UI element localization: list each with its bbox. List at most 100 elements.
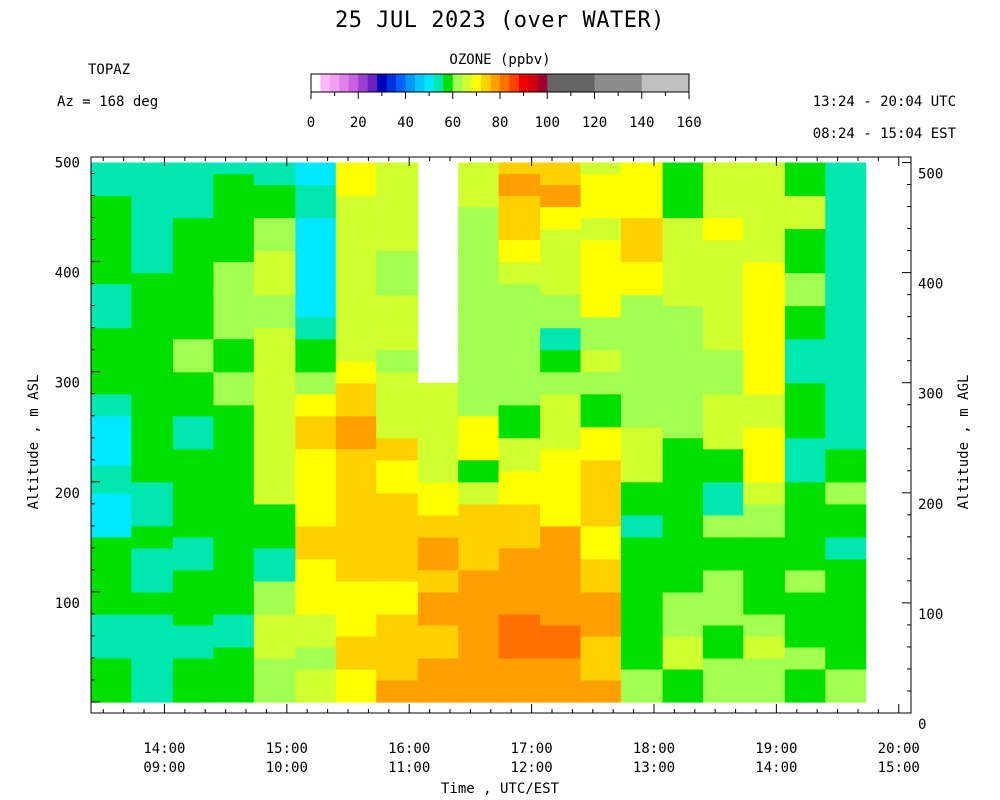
x-tick-label-utc: 20:00 (878, 741, 920, 757)
heatmap-cells (91, 162, 867, 703)
heatmap-cell (540, 393, 582, 450)
heatmap-cell (580, 393, 622, 428)
heatmap-cell (540, 492, 582, 527)
y-tick-label-left: 500 (55, 156, 80, 172)
heatmap-cell (825, 669, 867, 703)
heatmap-cell (417, 658, 459, 703)
heatmap-cell (825, 415, 867, 450)
heatmap-cell (131, 613, 174, 703)
heatmap-cell (376, 536, 419, 582)
heatmap-cell (702, 481, 744, 516)
y-tick-label-left: 300 (55, 376, 80, 392)
y-tick-label-right: 200 (918, 497, 943, 513)
heatmap-cell (131, 547, 174, 593)
heatmap-cell (825, 173, 867, 208)
heatmap-cell (295, 338, 337, 373)
heatmap-cell (498, 613, 541, 637)
heatmap-cell (620, 294, 664, 351)
heatmap-cell (825, 602, 867, 637)
heatmap-cell (417, 569, 459, 593)
heatmap-cell (173, 624, 214, 659)
heatmap-cell (743, 503, 786, 538)
colorbar-tick-label: 160 (676, 115, 701, 131)
heatmap-cell (580, 459, 622, 505)
heatmap-cell (702, 162, 744, 219)
heatmap-cell (498, 635, 541, 659)
heatmap-cell (580, 283, 622, 318)
heatmap-cell (91, 613, 132, 659)
heatmap-cell (662, 349, 704, 395)
heatmap-cell (540, 349, 582, 373)
heatmap-cell (540, 448, 582, 494)
heatmap-cell (335, 195, 377, 219)
heatmap-cell (825, 393, 867, 417)
heatmap-cell (173, 448, 214, 483)
x-tick-label-utc: 16:00 (388, 741, 430, 757)
heatmap-cell (784, 162, 826, 197)
heatmap-cell (580, 503, 622, 527)
heatmap-cell (458, 602, 500, 637)
colorbar-title: OZONE (ppbv) (449, 52, 551, 68)
heatmap-cell (743, 217, 786, 263)
heatmap-cell (743, 658, 786, 703)
heatmap-cell (173, 658, 214, 703)
heatmap-cell (620, 558, 664, 637)
heatmap-cell (335, 382, 377, 417)
heatmap-cell (253, 371, 296, 428)
heatmap-cell (702, 569, 744, 626)
heatmap-cell (213, 173, 255, 208)
heatmap-cell (580, 162, 622, 175)
heatmap-cell (91, 492, 132, 538)
heatmap-cell (458, 536, 500, 571)
heatmap-cell (131, 448, 174, 483)
heatmap-cell (498, 470, 541, 505)
heatmap-cell (253, 613, 296, 659)
heatmap-cell (620, 635, 664, 670)
heatmap-cell (702, 624, 744, 659)
heatmap-cell (743, 162, 786, 219)
heatmap-cell (131, 481, 174, 527)
heatmap-cell (458, 250, 500, 307)
heatmap-cell (295, 217, 337, 318)
colorbar-tick-label: 60 (444, 115, 461, 131)
heatmap-cell (620, 382, 664, 428)
heatmap-cell (540, 206, 582, 230)
heatmap-cell (295, 613, 337, 648)
heatmap-cell (417, 514, 459, 538)
heatmap-cell (662, 591, 704, 637)
heatmap-cell (498, 437, 541, 472)
heatmap-cell (213, 294, 255, 340)
heatmap-cell (335, 283, 377, 329)
heatmap-cell (784, 437, 826, 483)
heatmap-cell (702, 349, 744, 395)
heatmap-cell (458, 569, 500, 604)
colorbar-band (509, 74, 520, 92)
heatmap-cell (784, 591, 826, 615)
heatmap-cell (580, 558, 622, 593)
heatmap-cell (295, 646, 337, 670)
colorbar-band (452, 74, 463, 92)
heatmap-cell (458, 459, 500, 483)
heatmap-cell (784, 569, 826, 593)
colorbar-band (433, 74, 444, 92)
colorbar-band (414, 74, 425, 92)
colorbar-band (462, 74, 473, 92)
heatmap-cell (662, 669, 704, 703)
heatmap-cell (620, 217, 664, 263)
heatmap-cell (620, 349, 664, 384)
heatmap-cell (498, 239, 541, 263)
colorbar-band (348, 74, 359, 92)
heatmap-cell (173, 217, 214, 263)
x-tick-label-est: 14:00 (755, 760, 797, 776)
heatmap-cell (131, 525, 174, 549)
heatmap-cell (131, 591, 174, 615)
heatmap-cell (376, 492, 419, 538)
colorbar-band (641, 74, 690, 92)
x-tick-label-est: 13:00 (633, 760, 675, 776)
heatmap-cell (620, 426, 664, 483)
y-axis-label-left: Altitude , m ASL (26, 375, 42, 510)
heatmap-cell (253, 250, 296, 296)
utc-range-label: 13:24 - 20:04 UTC (812, 94, 956, 110)
heatmap-cell (540, 294, 582, 329)
colorbar-band (358, 74, 369, 92)
